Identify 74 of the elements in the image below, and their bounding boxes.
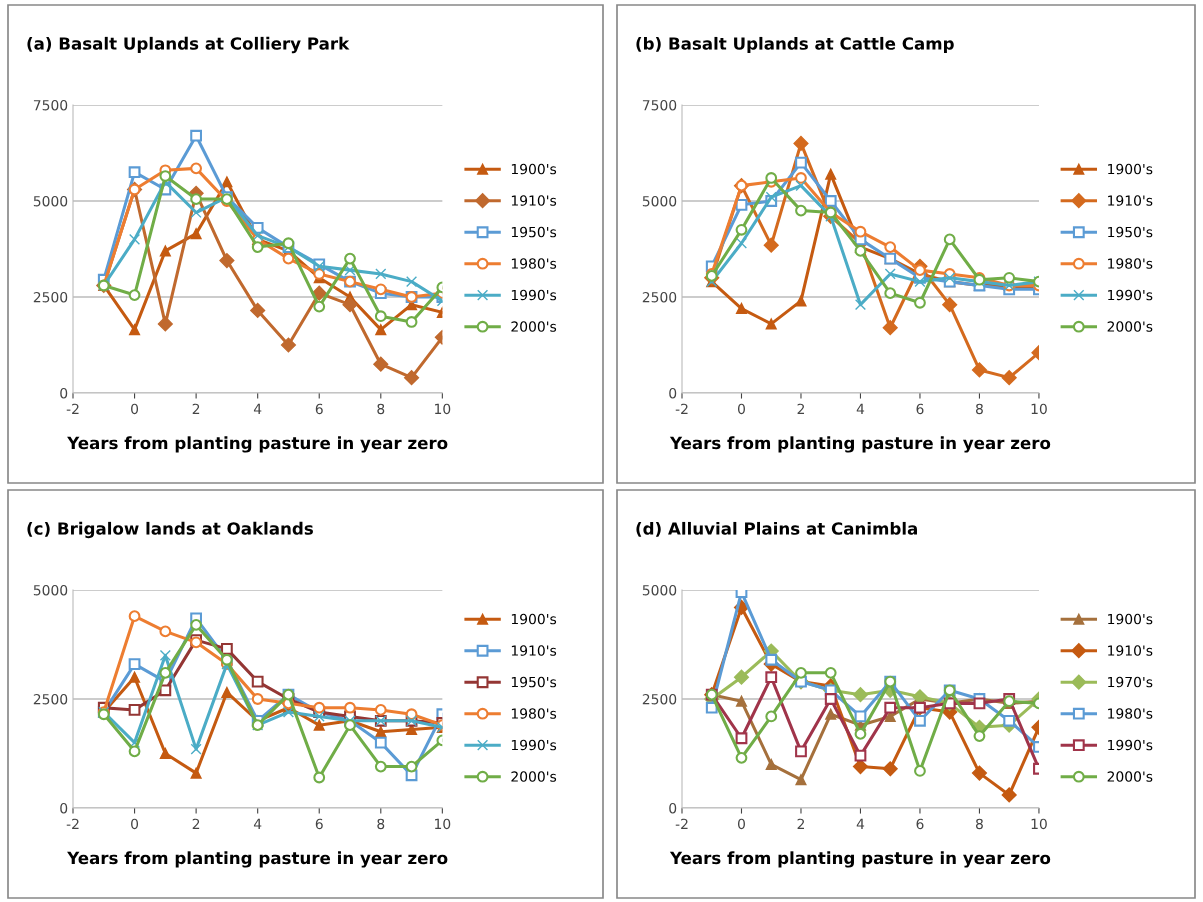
chart-title: (d) Alluvial Plains at Canimbla (636, 521, 917, 537)
x-tick-label: 4 (253, 403, 262, 414)
x-tick-label: -2 (66, 818, 79, 829)
legend-label: 1900's (511, 163, 557, 175)
y-tick-label: 2500 (33, 693, 68, 705)
legend-label: 1910's (1108, 645, 1153, 656)
y-tick-label: 5000 (642, 195, 677, 207)
x-tick-label: -2 (66, 403, 79, 414)
x-tick-label: 2 (797, 818, 805, 829)
legend-label: 1990's (1108, 739, 1153, 751)
legend-label: 1910's (511, 195, 557, 206)
y-tick-label: 5000 (33, 195, 68, 207)
x-axis-title: Years from planting pasture in year zero (669, 436, 1051, 453)
legend-label: 1980's (511, 258, 557, 269)
x-tick-label: 6 (315, 818, 323, 830)
x-tick-label: 0 (131, 818, 139, 830)
y-tick-label: 7500 (33, 99, 68, 111)
legend-label: 2000's (1107, 321, 1153, 332)
x-tick-label: 4 (856, 818, 865, 829)
legend-label: 1900's (1108, 163, 1153, 175)
x-tick-label: 2 (192, 818, 200, 829)
x-tick-label: 6 (315, 403, 323, 415)
legend-label: 1980's (511, 708, 557, 719)
legend-label: 2000's (511, 771, 557, 782)
y-tick-label: 7500 (642, 99, 677, 111)
legend-label: 1910's (1108, 195, 1153, 206)
x-tick-label: 0 (131, 403, 139, 415)
x-tick-label: 10 (1031, 818, 1047, 830)
legend-label: 1910's (511, 645, 557, 656)
x-tick-label: 10 (435, 403, 451, 415)
legend-label: 1900's (1108, 613, 1153, 625)
chart-title: (a) Basalt Uplands at Colliery Park (27, 36, 350, 54)
y-tick-label: 2500 (642, 291, 677, 303)
x-tick-label: 2 (192, 403, 200, 414)
x-tick-label: 6 (916, 818, 924, 830)
legend-label: 1970's (1108, 676, 1153, 688)
y-tick-label: 0 (669, 802, 677, 814)
y-tick-label: 5000 (33, 584, 68, 596)
y-tick-label: 2500 (33, 291, 68, 303)
x-axis-title: Years from planting pasture in year zero (67, 851, 448, 868)
y-tick-label: 0 (60, 387, 68, 399)
x-tick-label: 4 (856, 403, 865, 414)
x-tick-label: 0 (737, 818, 745, 830)
x-tick-label: -2 (675, 818, 688, 829)
legend-label: 1950's (511, 226, 557, 238)
x-tick-label: 8 (377, 403, 385, 415)
chart-title: (b) Basalt Uplands at Cattle Camp (636, 36, 954, 54)
y-tick-label: 0 (60, 802, 68, 814)
legend-label: 1990's (511, 289, 557, 301)
x-tick-label: 2 (797, 403, 805, 414)
legend-label: 1950's (511, 676, 557, 688)
x-tick-label: -2 (675, 403, 688, 414)
y-tick-label: 5000 (642, 584, 677, 596)
legend-label: 1980's (1108, 708, 1153, 719)
legend-label: 1980's (1108, 258, 1153, 269)
x-axis-title: Years from planting pasture in year zero (669, 851, 1051, 868)
legend-label: 1950's (1108, 226, 1153, 238)
x-tick-label: 8 (975, 403, 983, 415)
x-tick-label: 4 (253, 818, 262, 829)
x-axis-title: Years from planting pasture in year zero (67, 436, 448, 453)
legend-label: 1990's (511, 739, 557, 751)
legend-label: 2000's (511, 321, 557, 332)
x-tick-label: 0 (737, 403, 745, 415)
x-tick-label: 8 (377, 818, 385, 830)
legend-label: 1990's (1108, 289, 1153, 301)
x-tick-label: 6 (916, 403, 924, 415)
legend-label: 2000's (1107, 771, 1153, 782)
legend-label: 1900's (511, 613, 557, 625)
y-tick-label: 2500 (642, 693, 677, 705)
x-tick-label: 10 (435, 818, 451, 830)
x-tick-label: 8 (975, 818, 983, 830)
chart-title: (c) Brigalow lands at Oaklands (27, 521, 313, 539)
y-tick-label: 0 (669, 387, 677, 399)
x-tick-label: 10 (1031, 403, 1047, 415)
